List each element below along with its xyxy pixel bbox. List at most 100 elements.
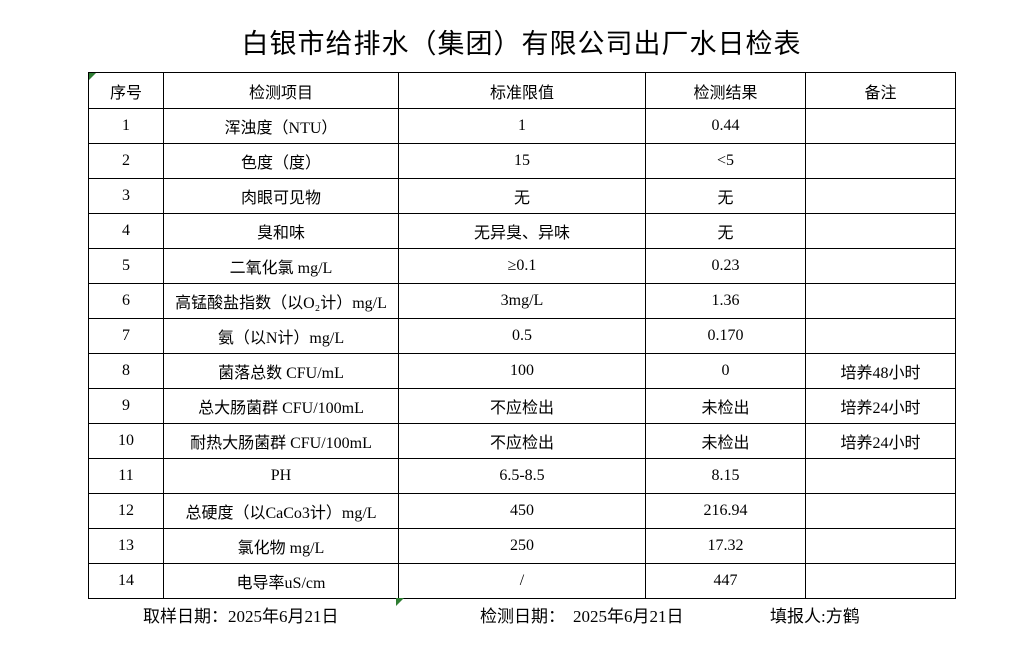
cell-remark: 培养48小时 (805, 353, 956, 389)
cell-remark (805, 458, 956, 494)
sampling-date-value: 2025年6月21日 (228, 607, 339, 626)
cell-item: 高锰酸盐指数（以O₂计）mg/L (163, 283, 399, 319)
excel-marker-icon (396, 598, 404, 606)
cell-limit: 无异臭、异味 (398, 213, 646, 249)
cell-item: 二氧化氯 mg/L (163, 248, 399, 284)
header-limit: 标准限值 (398, 72, 646, 109)
table-row: 8 菌落总数 CFU/mL 100 0 培养48小时 (88, 353, 956, 389)
header-no: 序号 (88, 72, 164, 109)
cell-limit: / (398, 563, 646, 599)
table-row: 1 浑浊度（NTU） 1 0.44 (88, 108, 956, 144)
page-title: 白银市给排水（集团）有限公司出厂水日检表 (241, 29, 802, 59)
table-row: 6 高锰酸盐指数（以O₂计）mg/L 3mg/L 1.36 (88, 283, 956, 319)
inspection-table: 序号 检测项目 标准限值 检测结果 备注 1 浑浊度（NTU） 1 0.44 2… (88, 72, 956, 599)
cell-remark (805, 528, 956, 564)
cell-result: 216.94 (645, 493, 806, 529)
cell-result: 0 (645, 353, 806, 389)
cell-no: 5 (88, 248, 164, 284)
cell-item: 总大肠菌群 CFU/100mL (163, 388, 399, 424)
cell-result: 未检出 (645, 388, 806, 424)
cell-limit: 6.5-8.5 (398, 458, 646, 494)
cell-item: 肉眼可见物 (163, 178, 399, 214)
cell-limit: 不应检出 (398, 423, 646, 459)
cell-result: 未检出 (645, 423, 806, 459)
cell-remark: 培养24小时 (805, 388, 956, 424)
reporter-value: 方鹤 (825, 607, 860, 626)
cell-remark (805, 143, 956, 179)
table-row: 4 臭和味 无异臭、异味 无 (88, 213, 956, 249)
cell-no: 1 (88, 108, 164, 144)
cell-item: PH (163, 458, 399, 494)
cell-item: 菌落总数 CFU/mL (163, 353, 399, 389)
sampling-date-label: 取样日期： (143, 607, 228, 626)
cell-result: <5 (645, 143, 806, 179)
cell-no: 8 (88, 353, 164, 389)
cell-result: 447 (645, 563, 806, 599)
cell-item: 电导率uS/cm (163, 563, 399, 599)
cell-remark (805, 283, 956, 319)
footer: 取样日期：2025年6月21日 检测日期： 2025年6月21日 填报人:方鹤 (0, 604, 1031, 630)
cell-no: 7 (88, 318, 164, 354)
cell-result: 无 (645, 213, 806, 249)
cell-limit: 15 (398, 143, 646, 179)
cell-item: 浑浊度（NTU） (163, 108, 399, 144)
cell-no: 11 (88, 458, 164, 494)
cell-item: 总硬度（以CaCo3计）mg/L (163, 493, 399, 529)
cell-no: 2 (88, 143, 164, 179)
table-row: 7 氨（以N计）mg/L 0.5 0.170 (88, 318, 956, 354)
testing-date: 检测日期： 2025年6月21日 (480, 604, 684, 630)
cell-remark (805, 248, 956, 284)
cell-item: 臭和味 (163, 213, 399, 249)
cell-no: 10 (88, 423, 164, 459)
cell-remark (805, 563, 956, 599)
sampling-date: 取样日期：2025年6月21日 (143, 604, 339, 630)
cell-no: 3 (88, 178, 164, 214)
cell-limit: 250 (398, 528, 646, 564)
cell-item: 耐热大肠菌群 CFU/100mL (163, 423, 399, 459)
cell-limit: 100 (398, 353, 646, 389)
cell-limit: 无 (398, 178, 646, 214)
cell-limit: ≥0.1 (398, 248, 646, 284)
testing-date-label: 检测日期： (480, 607, 565, 626)
cell-no: 6 (88, 283, 164, 319)
reporter-label: 填报人: (770, 607, 826, 626)
header-item: 检测项目 (163, 72, 399, 109)
table-row: 13 氯化物 mg/L 250 17.32 (88, 528, 956, 564)
cell-limit: 3mg/L (398, 283, 646, 319)
table-row: 5 二氧化氯 mg/L ≥0.1 0.23 (88, 248, 956, 284)
table-row: 10 耐热大肠菌群 CFU/100mL 不应检出 未检出 培养24小时 (88, 423, 956, 459)
cell-result: 17.32 (645, 528, 806, 564)
cell-result: 0.23 (645, 248, 806, 284)
header-result: 检测结果 (645, 72, 806, 109)
cell-result: 1.36 (645, 283, 806, 319)
reporter: 填报人:方鹤 (770, 604, 860, 630)
table-header-row: 序号 检测项目 标准限值 检测结果 备注 (88, 72, 956, 109)
cell-result: 0.170 (645, 318, 806, 354)
cell-item: 氯化物 mg/L (163, 528, 399, 564)
cell-no: 9 (88, 388, 164, 424)
table-row: 12 总硬度（以CaCo3计）mg/L 450 216.94 (88, 493, 956, 529)
cell-limit: 不应检出 (398, 388, 646, 424)
cell-no: 4 (88, 213, 164, 249)
cell-no: 14 (88, 563, 164, 599)
table-row: 11 PH 6.5-8.5 8.15 (88, 458, 956, 494)
cell-no: 13 (88, 528, 164, 564)
cell-no: 12 (88, 493, 164, 529)
cell-limit: 1 (398, 108, 646, 144)
cell-result: 8.15 (645, 458, 806, 494)
cell-result: 无 (645, 178, 806, 214)
table-row: 14 电导率uS/cm / 447 (88, 563, 956, 599)
cell-remark (805, 213, 956, 249)
cell-remark (805, 108, 956, 144)
cell-limit: 0.5 (398, 318, 646, 354)
cell-remark (805, 178, 956, 214)
cell-remark (805, 318, 956, 354)
testing-date-value: 2025年6月21日 (573, 607, 684, 626)
table-row: 2 色度（度） 15 <5 (88, 143, 956, 179)
cell-limit: 450 (398, 493, 646, 529)
cell-item: 氨（以N计）mg/L (163, 318, 399, 354)
table-row: 9 总大肠菌群 CFU/100mL 不应检出 未检出 培养24小时 (88, 388, 956, 424)
table-row: 3 肉眼可见物 无 无 (88, 178, 956, 214)
cell-remark: 培养24小时 (805, 423, 956, 459)
